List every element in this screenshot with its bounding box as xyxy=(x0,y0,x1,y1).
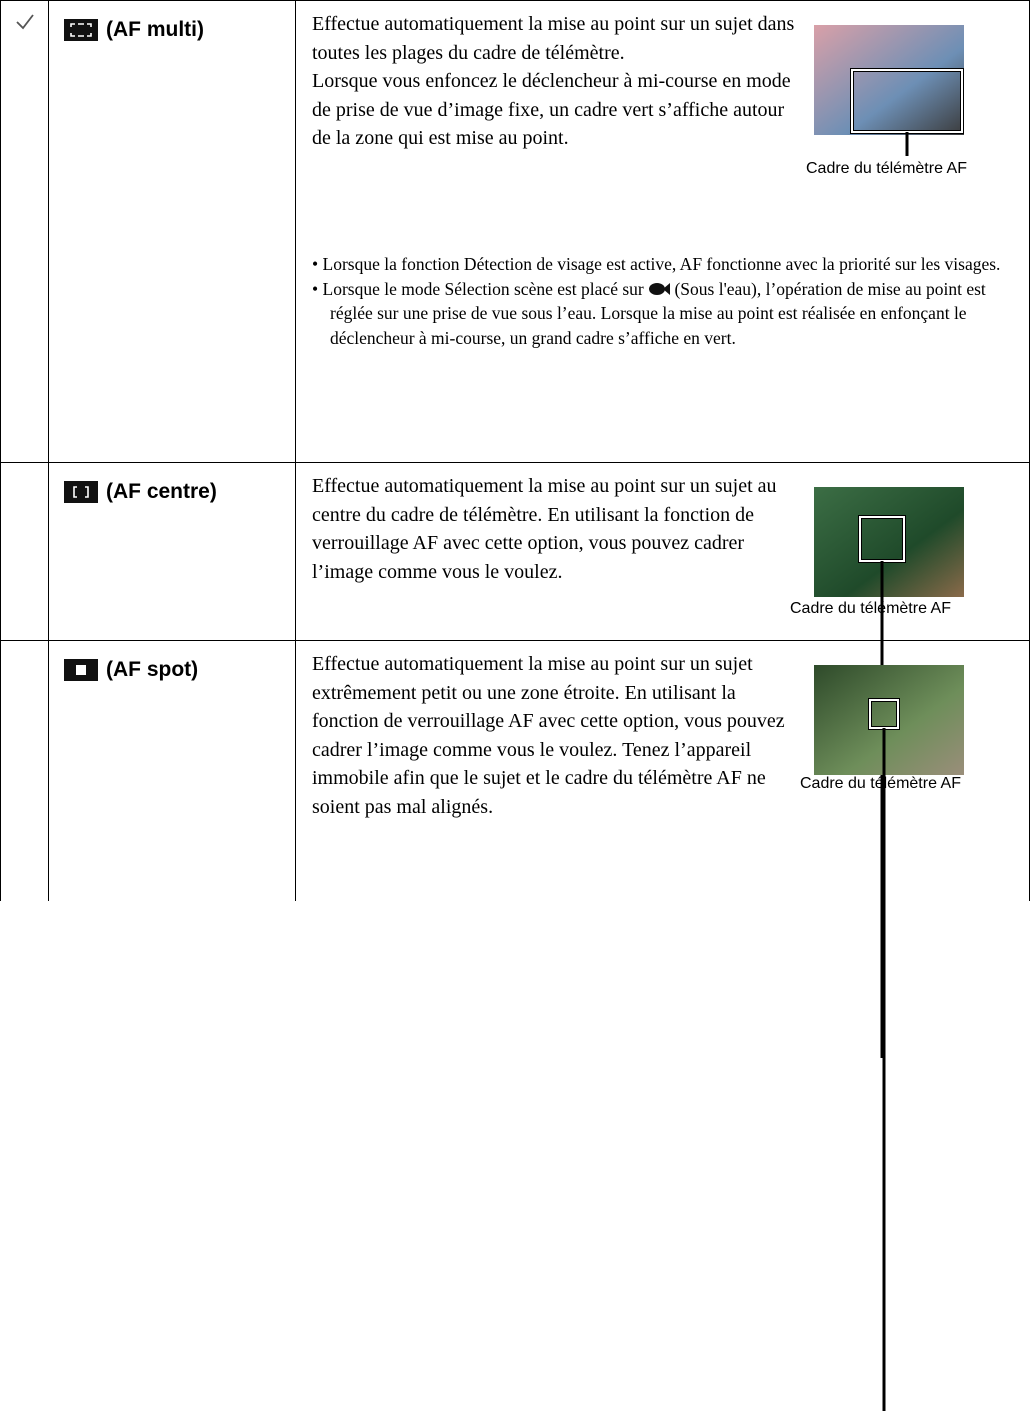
paragraph: Effectue automatiquement la mise au poin… xyxy=(312,13,795,64)
check-icon xyxy=(16,14,34,30)
notes: • Lorsque la fonction Détection de visag… xyxy=(312,252,1020,350)
rule xyxy=(0,0,1030,1)
paragraph: Lorsque vous enfoncez le déclencheur à m… xyxy=(312,70,791,149)
description: Effectue automatiquement la mise au poin… xyxy=(312,10,797,153)
photo-caption: Cadre du télémètre AF xyxy=(790,600,951,617)
mode-icon xyxy=(64,659,98,681)
rule xyxy=(0,0,1,901)
note: • Lorsque la fonction Détection de visag… xyxy=(312,254,1001,274)
option-label: (AF multi) xyxy=(64,18,204,42)
rule xyxy=(0,640,1030,641)
description: Effectue automatiquement la mise au poin… xyxy=(312,650,797,821)
option-name: (AF spot) xyxy=(106,658,199,681)
rule xyxy=(295,0,296,901)
sample-photo xyxy=(814,487,964,1058)
sample-photo xyxy=(814,25,964,156)
rule xyxy=(48,0,49,901)
mode-icon xyxy=(64,19,98,41)
note-text: (Sous l'eau), l’opération de mise au poi… xyxy=(330,278,986,348)
note-text: Lorsque la fonction Détection de visage … xyxy=(322,254,1001,274)
description: Effectue automatiquement la mise au poin… xyxy=(312,472,797,586)
mode-icon xyxy=(64,481,98,503)
paragraph: Effectue automatiquement la mise au poin… xyxy=(312,653,785,818)
rule xyxy=(0,462,1030,463)
photo-caption: Cadre du télémètre AF xyxy=(800,775,961,792)
note: • Lorsque le mode Sélection scène est pl… xyxy=(312,278,986,348)
option-label: (AF spot) xyxy=(64,658,198,682)
note-text: Lorsque le mode Sélection scène est plac… xyxy=(322,278,644,299)
option-name: (AF multi) xyxy=(106,18,204,41)
photo-caption: Cadre du télémètre AF xyxy=(806,160,967,177)
option-label: (AF centre) xyxy=(64,480,217,504)
paragraph: Effectue automatiquement la mise au poin… xyxy=(312,475,777,583)
underwater-icon xyxy=(644,279,675,299)
option-name: (AF centre) xyxy=(106,480,217,503)
